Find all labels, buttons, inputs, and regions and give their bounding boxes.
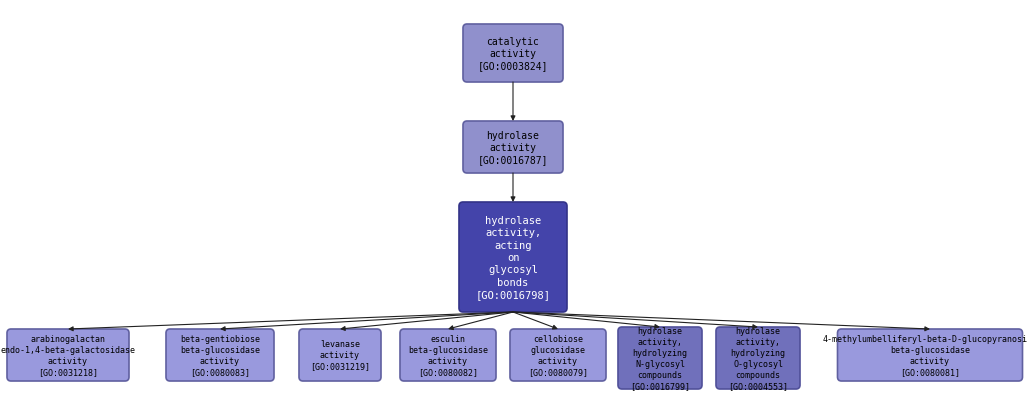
FancyBboxPatch shape — [459, 202, 567, 312]
Text: hydrolase
activity
[GO:0016787]: hydrolase activity [GO:0016787] — [478, 130, 548, 165]
FancyBboxPatch shape — [7, 329, 129, 381]
FancyBboxPatch shape — [299, 329, 381, 381]
Text: hydrolase
activity,
hydrolyzing
O-glycosyl
compounds
[GO:0004553]: hydrolase activity, hydrolyzing O-glycos… — [728, 326, 788, 390]
FancyBboxPatch shape — [463, 122, 563, 174]
Text: beta-gentiobiose
beta-glucosidase
activity
[GO:0080083]: beta-gentiobiose beta-glucosidase activi… — [180, 334, 260, 376]
FancyBboxPatch shape — [166, 329, 274, 381]
Text: catalytic
activity
[GO:0003824]: catalytic activity [GO:0003824] — [478, 36, 548, 71]
FancyBboxPatch shape — [510, 329, 606, 381]
FancyBboxPatch shape — [400, 329, 496, 381]
FancyBboxPatch shape — [716, 327, 800, 389]
Text: hydrolase
activity,
acting
on
glycosyl
bonds
[GO:0016798]: hydrolase activity, acting on glycosyl b… — [476, 215, 550, 299]
Text: esculin
beta-glucosidase
activity
[GO:0080082]: esculin beta-glucosidase activity [GO:00… — [408, 334, 488, 376]
Text: cellobiose
glucosidase
activity
[GO:0080079]: cellobiose glucosidase activity [GO:0080… — [528, 334, 588, 376]
Text: levanase
activity
[GO:0031219]: levanase activity [GO:0031219] — [310, 339, 370, 371]
FancyBboxPatch shape — [463, 25, 563, 83]
FancyBboxPatch shape — [837, 329, 1023, 381]
Text: arabinogalactan
endo-1,4-beta-galactosidase
activity
[GO:0031218]: arabinogalactan endo-1,4-beta-galactosid… — [0, 334, 136, 376]
FancyBboxPatch shape — [618, 327, 702, 389]
Text: 4-methylumbelliferyl-beta-D-glucopyranoside
beta-glucosidase
activity
[GO:008008: 4-methylumbelliferyl-beta-D-glucopyranos… — [823, 334, 1027, 376]
Text: hydrolase
activity,
hydrolyzing
N-glycosyl
compounds
[GO:0016799]: hydrolase activity, hydrolyzing N-glycos… — [630, 326, 690, 390]
